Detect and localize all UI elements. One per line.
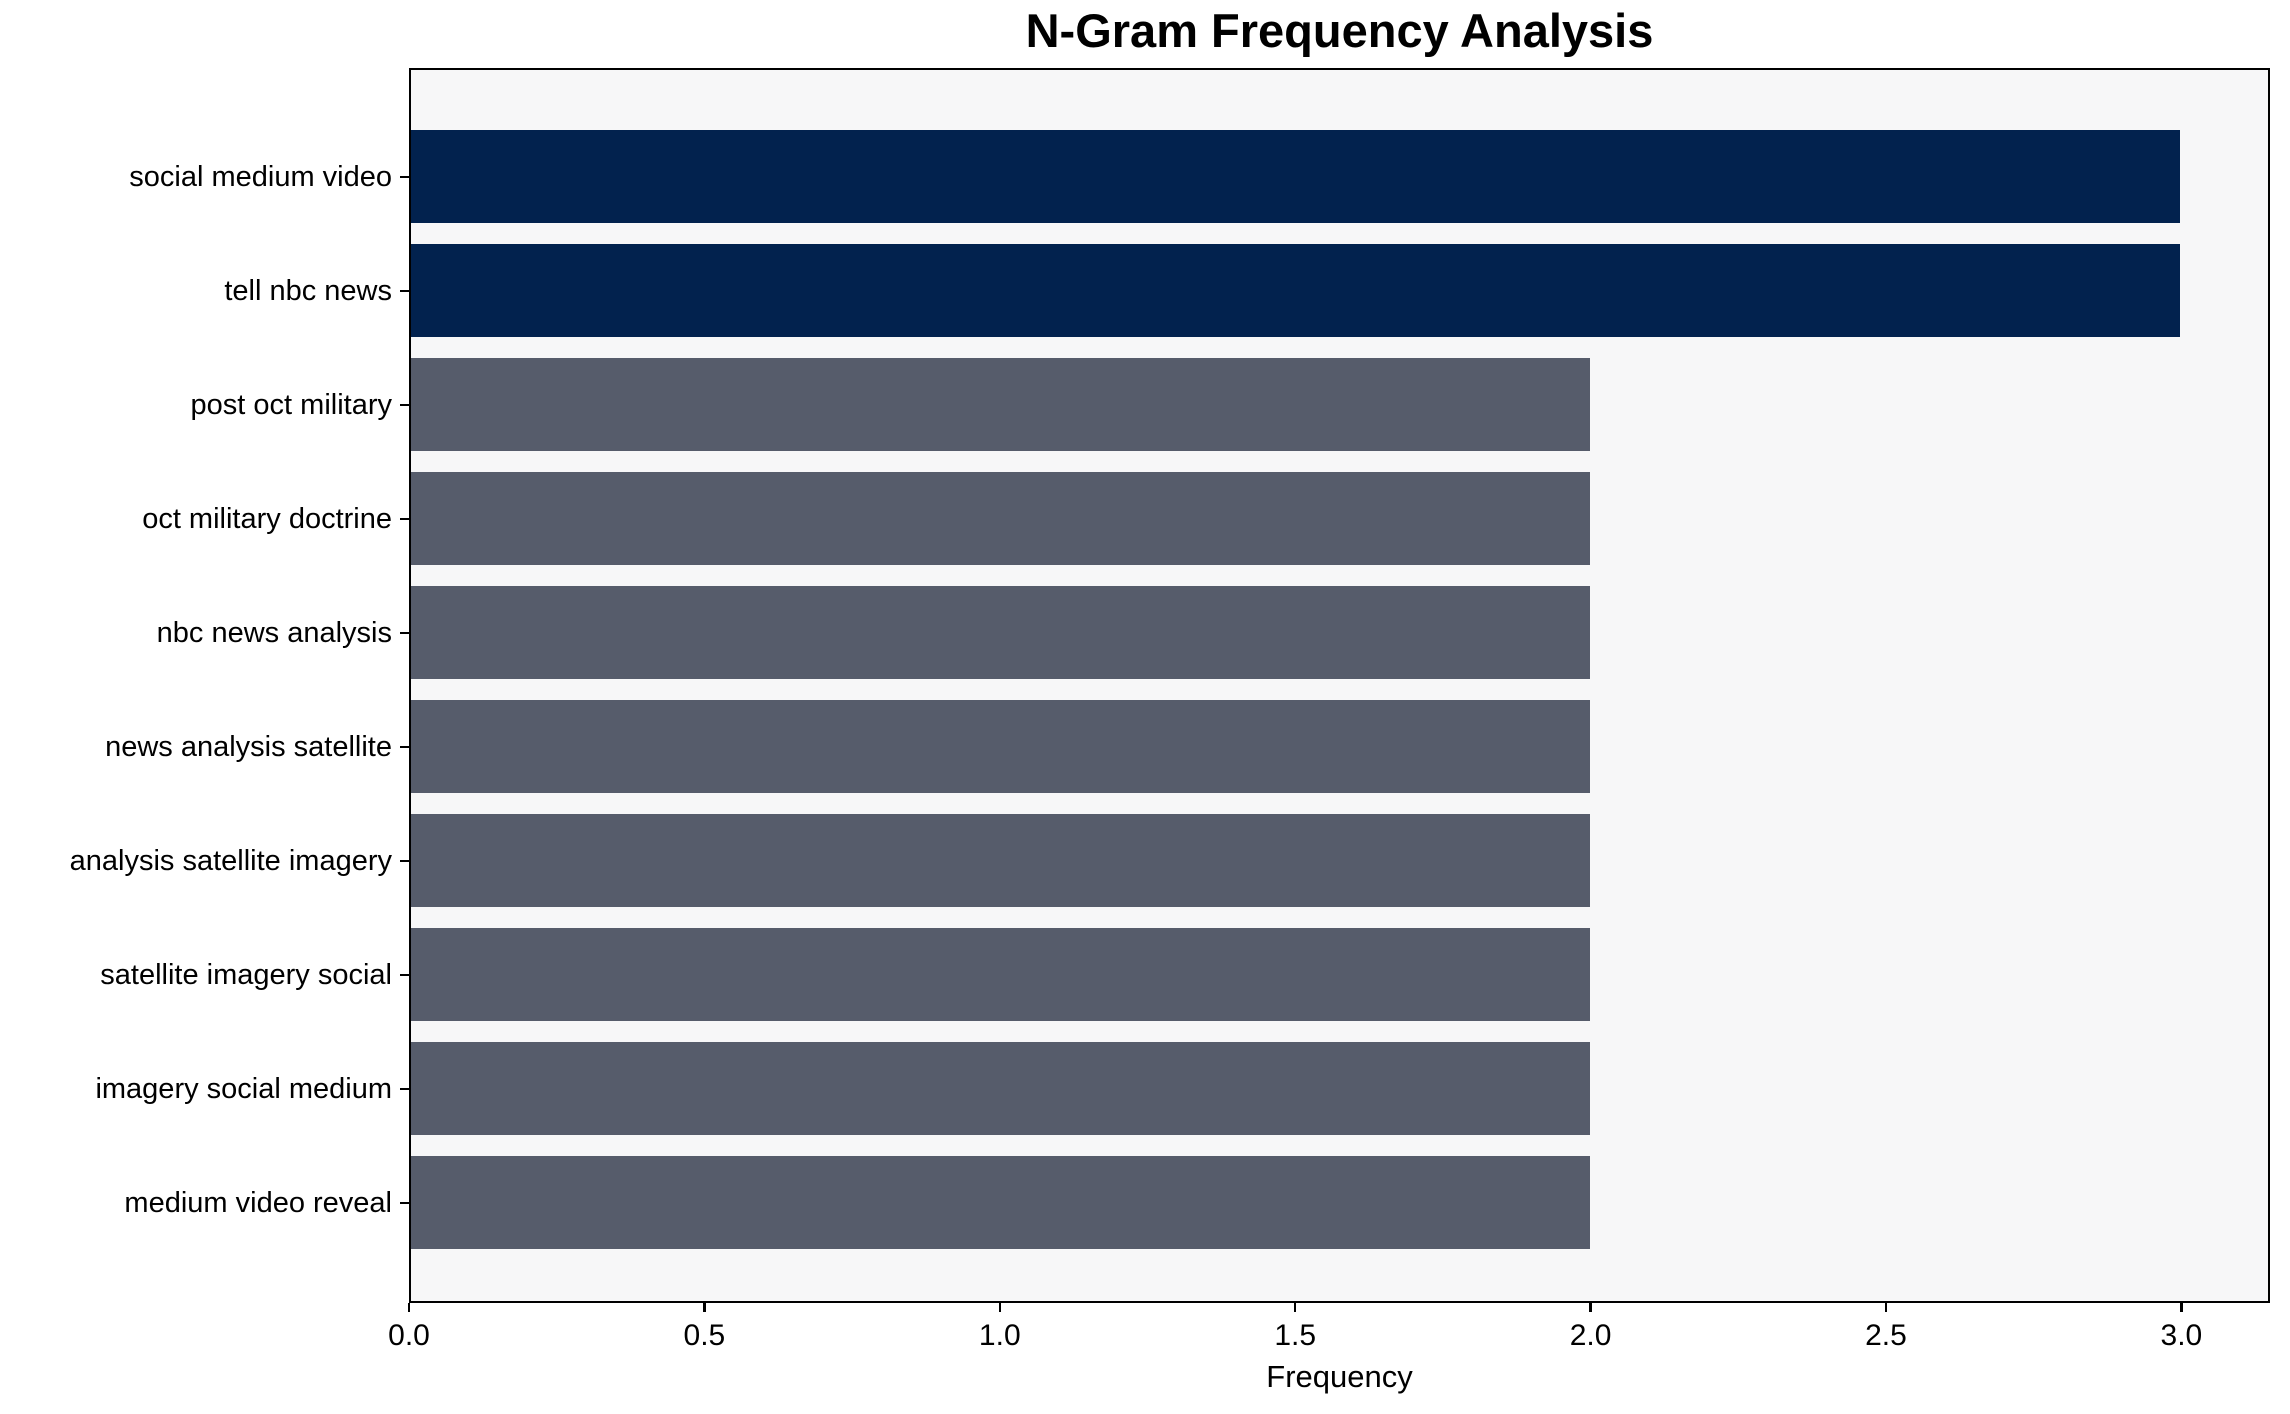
bar-1 — [411, 130, 2180, 223]
y-tick-mark — [400, 631, 409, 635]
y-tick-mark — [400, 175, 409, 179]
bar-6 — [411, 700, 1591, 793]
x-tick-label: 2.0 — [1569, 1319, 1612, 1352]
bar-3 — [411, 358, 1591, 451]
y-tick-label: social medium video — [129, 161, 392, 193]
y-tick-label: imagery social medium — [95, 1073, 392, 1105]
x-tick-mark — [703, 1303, 706, 1312]
x-tick-label: 1.5 — [1274, 1319, 1317, 1352]
bar-10 — [411, 1156, 1591, 1249]
chart-title: N-Gram Frequency Analysis — [1025, 4, 1654, 57]
plot-area — [409, 68, 2270, 1303]
x-tick-label: 2.5 — [1865, 1319, 1907, 1352]
y-axis-labels: social medium video tell nbc news post oct… — [0, 0, 392, 1414]
y-tick-mark — [400, 745, 409, 749]
y-tick-label: news analysis satellite — [105, 731, 392, 763]
x-tick-mark — [1293, 1303, 1297, 1312]
y-tick-label: oct military doctrine — [142, 503, 392, 535]
y-tick-mark — [400, 1087, 409, 1091]
y-tick-label: tell nbc news — [224, 275, 392, 307]
x-tick-mark — [1589, 1303, 1592, 1312]
y-tick-mark — [400, 973, 409, 977]
y-tick-mark — [400, 403, 409, 407]
y-tick-label: satellite imagery social — [100, 959, 392, 991]
bar-8 — [411, 928, 1591, 1021]
bar-2 — [411, 244, 2180, 337]
bar-7 — [411, 814, 1591, 907]
y-tick-mark — [400, 289, 409, 293]
bar-5 — [411, 586, 1591, 679]
x-axis-label: Frequency — [1266, 1359, 1413, 1394]
y-tick-label: medium video reveal — [124, 1187, 392, 1219]
x-tick-mark — [1884, 1303, 1888, 1312]
x-tick-label: 3.0 — [2160, 1319, 2203, 1352]
y-tick-label: analysis satellite imagery — [69, 845, 392, 877]
x-tick-mark — [407, 1303, 411, 1312]
y-tick-label: nbc news analysis — [156, 617, 392, 649]
x-tick-label: 1.0 — [978, 1319, 1021, 1352]
x-tick-mark — [998, 1303, 1002, 1312]
y-tick-mark — [400, 1201, 409, 1205]
y-tick-mark — [400, 517, 409, 521]
bar-4 — [411, 472, 1591, 565]
y-tick-label: post oct military — [190, 389, 392, 421]
y-tick-mark — [400, 859, 409, 863]
x-tick-label: 0.5 — [683, 1319, 726, 1352]
bar-9 — [411, 1042, 1591, 1135]
x-tick-mark — [2180, 1303, 2183, 1312]
x-tick-label: 0.0 — [388, 1319, 430, 1352]
